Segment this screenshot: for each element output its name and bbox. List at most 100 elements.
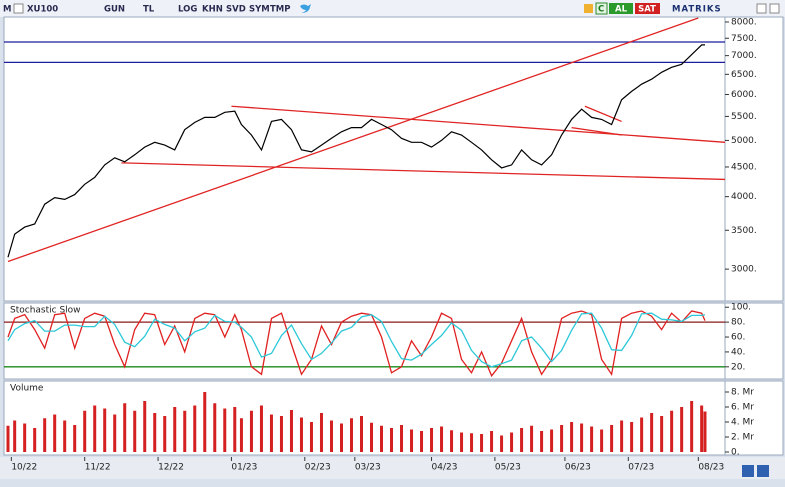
axis-bg	[724, 16, 784, 302]
panel-title: Stochastic Slow	[10, 306, 81, 316]
volume-bar	[660, 416, 664, 452]
minimize-button[interactable]	[756, 3, 767, 14]
volume-bar	[520, 428, 524, 452]
volume-bar	[500, 435, 504, 452]
volume-bar	[329, 420, 333, 452]
sell-box[interactable]	[635, 3, 660, 14]
volume-bar	[370, 422, 374, 452]
scroll-right[interactable]	[757, 465, 769, 477]
volume-bar	[680, 407, 684, 452]
y-tick-label: 4000.	[731, 192, 757, 202]
volume-bar	[249, 410, 253, 452]
volume-bar	[480, 434, 484, 452]
volume-bar	[133, 410, 137, 452]
volume-bar	[53, 414, 57, 452]
panel-title: Volume	[10, 384, 44, 394]
volume-bar	[13, 420, 17, 452]
twitter-icon[interactable]	[300, 4, 311, 13]
volume-bar	[700, 405, 704, 452]
toolbar-button[interactable]: LOG	[178, 5, 197, 15]
volume-bar	[430, 428, 434, 452]
scroll-left[interactable]	[742, 465, 754, 477]
volume-bar	[640, 417, 644, 452]
volume-bar	[103, 408, 107, 452]
volume-bar	[299, 417, 303, 452]
refresh-button[interactable]: C	[598, 5, 604, 15]
series-line	[7, 312, 706, 368]
volume-bar	[703, 411, 707, 452]
volume-bar	[93, 405, 97, 452]
y-tick-label: 7000.	[731, 51, 757, 61]
volume-bar	[113, 414, 117, 452]
volume-bar	[650, 413, 654, 452]
x-tick-label: 03/23	[355, 463, 381, 473]
volume-bar	[33, 428, 37, 452]
toolbar-button[interactable]: KHN	[202, 5, 223, 15]
sell-button[interactable]: SAT	[638, 5, 656, 15]
y-tick-label: 3500.	[731, 226, 757, 236]
checkbox[interactable]	[13, 3, 24, 14]
volume-bar	[590, 426, 594, 452]
volume-bar	[203, 392, 207, 452]
trend-line	[571, 126, 622, 136]
toolbar-button[interactable]: SYM	[249, 5, 270, 15]
volume-bar	[380, 425, 384, 452]
y-tick-label: 5000.	[731, 136, 757, 146]
panel-bg	[3, 16, 726, 302]
menu-button[interactable]: M	[3, 5, 11, 15]
volume-bar	[470, 433, 474, 452]
volume-bar	[123, 403, 127, 452]
x-tick-label: 07/23	[628, 463, 654, 473]
volume-bar	[43, 418, 47, 452]
refresh-box[interactable]	[595, 2, 608, 15]
edit-icon[interactable]	[584, 4, 593, 13]
volume-bar	[390, 428, 394, 452]
close-button[interactable]	[769, 3, 780, 14]
volume-bar	[259, 405, 263, 452]
toolbar-button[interactable]: TMP	[270, 5, 291, 15]
volume-bar	[400, 425, 404, 452]
y-tick-label: 3000.	[731, 265, 757, 275]
trend-line	[231, 105, 725, 143]
volume-bar	[73, 425, 77, 452]
plot-area	[4, 17, 725, 263]
y-tick-label: 100.	[731, 303, 751, 313]
volume-bar	[570, 422, 574, 452]
volume-bar	[163, 416, 167, 452]
y-tick-label: 4500.	[731, 162, 757, 172]
toolbar-button[interactable]: GUN	[104, 5, 125, 15]
volume-bar	[560, 425, 564, 452]
series-line	[7, 310, 706, 378]
brand: MATRIKS	[672, 5, 722, 15]
x-tick-label: 04/23	[432, 463, 458, 473]
trend-line	[121, 162, 725, 181]
buy-box[interactable]	[609, 3, 633, 14]
volume-bar	[6, 425, 10, 452]
x-axis-band	[0, 457, 785, 479]
volume-bar	[23, 423, 27, 452]
y-tick-label: 4. Mr	[731, 418, 754, 428]
x-tick-label: 05/23	[495, 463, 521, 473]
y-tick-label: 80.	[731, 318, 745, 328]
x-tick-label: 02/23	[305, 463, 331, 473]
buy-button[interactable]: AL	[615, 5, 628, 15]
volume-bar	[143, 401, 147, 452]
volume-bar	[213, 403, 217, 452]
y-tick-label: 8. Mr	[731, 388, 754, 398]
toolbar-button[interactable]: TL	[143, 5, 155, 15]
volume-bar	[540, 431, 544, 452]
volume-bar	[580, 423, 584, 452]
plot-area	[6, 392, 707, 452]
panel-bg	[3, 380, 726, 456]
volume-bar	[173, 407, 177, 452]
y-tick-label: 7500.	[731, 34, 757, 44]
toolbar-button[interactable]: SVD	[226, 5, 246, 15]
symbol-label[interactable]: XU100	[27, 5, 58, 15]
x-tick-label: 01/23	[231, 463, 257, 473]
y-tick-label: 6500.	[731, 70, 757, 80]
volume-bar	[410, 429, 414, 452]
volume-bar	[550, 429, 554, 452]
volume-bar	[600, 429, 604, 452]
y-tick-label: 40.	[731, 347, 745, 357]
volume-bar	[450, 430, 454, 452]
